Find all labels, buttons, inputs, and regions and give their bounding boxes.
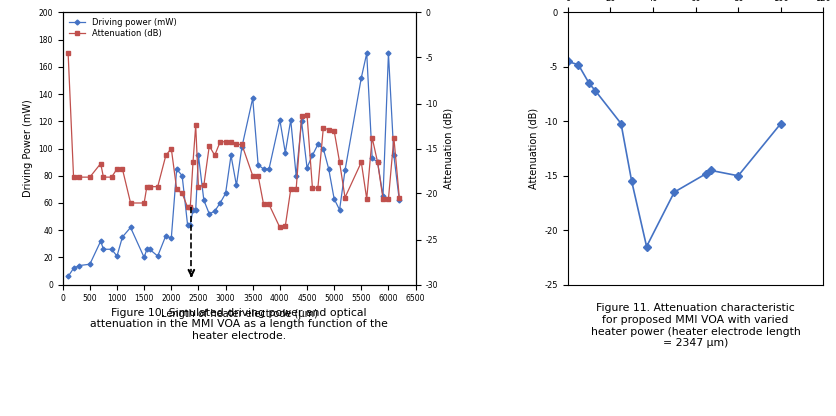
Attenuation (dB) — [286, 187, 296, 192]
Driving power (mW) — [362, 51, 372, 56]
Y-axis label: Attenuation (dB): Attenuation (dB) — [529, 108, 539, 189]
Driving power (mW) — [63, 274, 73, 279]
Driving power (mW) — [280, 150, 290, 155]
Legend: Driving power (mW), Attenuation (dB): Driving power (mW), Attenuation (dB) — [67, 17, 178, 40]
Attenuation (dB) — [247, 173, 257, 178]
Driving power (mW) — [188, 207, 198, 212]
Y-axis label: Attenuation (dB): Attenuation (dB) — [443, 108, 453, 189]
Line: Driving power (mW): Driving power (mW) — [66, 52, 401, 278]
Attenuation (dB) — [319, 126, 329, 131]
Attenuation (dB) — [275, 225, 285, 230]
Attenuation (dB) — [395, 195, 405, 200]
Attenuation (dB) — [69, 175, 79, 180]
Attenuation (dB) — [188, 160, 198, 165]
Line: Attenuation (dB): Attenuation (dB) — [66, 52, 401, 229]
Driving power (mW) — [247, 96, 257, 101]
Y-axis label: Driving Power (mW): Driving Power (mW) — [23, 100, 33, 198]
Driving power (mW) — [395, 198, 405, 203]
Driving power (mW) — [264, 166, 274, 171]
Driving power (mW) — [313, 142, 323, 147]
Attenuation (dB) — [264, 202, 274, 207]
X-axis label: Length of heater electrode (μm): Length of heater electrode (μm) — [161, 309, 318, 319]
Attenuation (dB) — [63, 51, 73, 56]
Text: Figure 10. Simulated driving power and optical
attenuation in the MMI VOA as a l: Figure 10. Simulated driving power and o… — [90, 308, 388, 341]
Text: Figure 11. Attenuation characteristic
for proposed MMI VOA with varied
heater po: Figure 11. Attenuation characteristic fo… — [591, 303, 801, 348]
Driving power (mW) — [69, 266, 79, 271]
